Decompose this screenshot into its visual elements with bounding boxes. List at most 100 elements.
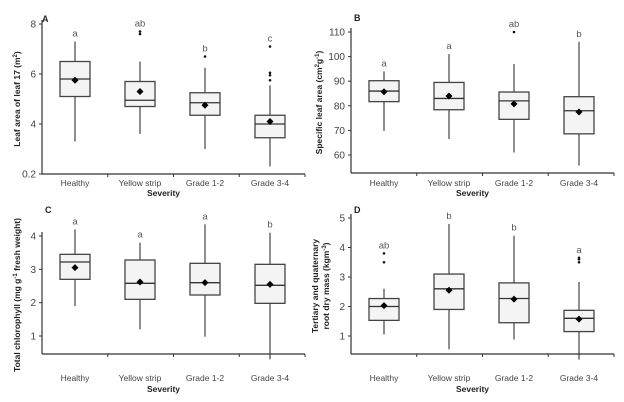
significance-letter: ab bbox=[135, 19, 146, 30]
significance-letter: a bbox=[446, 41, 452, 52]
mean-marker bbox=[136, 88, 144, 95]
iqr-box bbox=[124, 80, 156, 108]
box-group-healthy: a bbox=[59, 29, 91, 142]
x-tick-label: Grade 3-4 bbox=[251, 373, 290, 383]
y-tick-label: 4 bbox=[30, 120, 36, 131]
x-tick-label: Yellow strip bbox=[119, 373, 162, 383]
x-tick-label: Grade 1-2 bbox=[495, 373, 534, 383]
box-group-yellow-strip: a bbox=[124, 230, 156, 330]
x-tick-label: Healthy bbox=[370, 373, 400, 383]
outlier-point bbox=[512, 30, 516, 34]
y-tick-label: 3 bbox=[339, 273, 345, 284]
outlier-point bbox=[203, 55, 207, 58]
box-group-healthy: a bbox=[59, 216, 91, 306]
iqr-box bbox=[498, 282, 530, 324]
mean-marker bbox=[380, 88, 388, 96]
y-tick-label: 90 bbox=[334, 77, 346, 88]
box-group-grade-1-2: ab bbox=[498, 19, 530, 153]
x-axis-label: Severity bbox=[456, 188, 489, 198]
x-axis-label: Severity bbox=[456, 384, 489, 394]
x-tick-label: Grade 3-4 bbox=[560, 373, 599, 383]
panel-c: 1 2 3 4 Healthy Yellow strip Grade 1-2 Grade 3-… bbox=[12, 205, 306, 394]
significance-letter: b bbox=[511, 223, 516, 234]
y-tick-label: 60 bbox=[334, 151, 346, 162]
significance-letter: b bbox=[576, 29, 581, 40]
mean-marker bbox=[445, 92, 453, 100]
significance-letter: b bbox=[267, 220, 272, 231]
outlier-point bbox=[382, 252, 386, 255]
x-tick-label: Yellow strip bbox=[119, 178, 162, 188]
y-tick-label: 1 bbox=[339, 332, 345, 343]
x-tick-label: Grade 3-4 bbox=[560, 178, 599, 188]
y-tick-label: 110 bbox=[329, 28, 345, 39]
box-group-grade-1-2: a bbox=[189, 211, 221, 337]
mean-marker bbox=[380, 302, 388, 310]
x-tick-label: Healthy bbox=[61, 178, 91, 188]
outlier-point bbox=[268, 73, 272, 77]
box-group-healthy: a bbox=[368, 58, 400, 131]
y-tick-label: 2 bbox=[339, 302, 345, 313]
y-axis-label: Specific leaf area (cm2g-1) bbox=[314, 51, 324, 155]
y-tick-label: 1 bbox=[30, 332, 36, 343]
box-group-grade-3-4: b bbox=[254, 220, 286, 360]
y-axis-label: Leaf area of leaf 17 (m2) bbox=[12, 51, 22, 147]
x-axis-label: Severity bbox=[147, 188, 180, 198]
box-group-healthy: ab bbox=[368, 240, 400, 335]
x-tick-label: Yellow strip bbox=[428, 373, 471, 383]
significance-letter: a bbox=[72, 216, 78, 227]
y-axis-label: Tertiary and quaternary bbox=[310, 239, 320, 334]
x-tick-label: Healthy bbox=[61, 373, 91, 383]
y-tick-label: 0.2 bbox=[22, 170, 36, 181]
mean-marker bbox=[510, 100, 518, 108]
significance-letter: ab bbox=[509, 19, 520, 30]
outlier-point bbox=[268, 45, 272, 48]
outlier-point bbox=[577, 256, 581, 260]
significance-letter: b bbox=[202, 44, 207, 55]
x-tick-label: Grade 1-2 bbox=[186, 178, 225, 188]
box-group-grade-1-2: b bbox=[189, 44, 221, 149]
y-tick-label: 8 bbox=[30, 20, 36, 31]
outlier-point bbox=[138, 32, 142, 36]
y-tick-label: 3 bbox=[30, 265, 36, 276]
mean-marker bbox=[71, 264, 79, 272]
mean-marker bbox=[201, 101, 209, 109]
y-tick-label: 4 bbox=[30, 232, 36, 243]
significance-letter: a bbox=[381, 58, 387, 69]
mean-marker bbox=[575, 315, 583, 323]
x-tick-label: Grade 1-2 bbox=[495, 178, 534, 188]
x-axis-label: Severity bbox=[147, 384, 180, 394]
mean-marker bbox=[201, 279, 209, 287]
outlier-point bbox=[268, 78, 272, 82]
mean-marker bbox=[136, 278, 144, 286]
panel-letter: A bbox=[42, 14, 49, 24]
box-group-yellow-strip: b bbox=[433, 211, 465, 350]
y-axis-label: Total chlorophyll (mg g-1 fresh weight) bbox=[12, 218, 22, 372]
panel-letter: B bbox=[354, 13, 361, 23]
mean-marker bbox=[445, 286, 453, 294]
iqr-box bbox=[368, 297, 400, 322]
mean-marker bbox=[71, 76, 79, 84]
y-tick-label: 70 bbox=[334, 126, 346, 137]
significance-letter: a bbox=[576, 245, 582, 256]
mean-marker bbox=[575, 108, 583, 116]
significance-letter: b bbox=[446, 211, 451, 222]
y-tick-label: 80 bbox=[334, 101, 346, 112]
y-axis-label-line2: root dry mass (kgm-3) bbox=[321, 242, 331, 329]
x-tick-label: Grade 3-4 bbox=[251, 178, 290, 188]
y-tick-label: 2 bbox=[30, 298, 36, 309]
panel-letter: D bbox=[354, 205, 361, 215]
x-tick-label: Grade 1-2 bbox=[186, 373, 225, 383]
significance-letter: ab bbox=[379, 240, 390, 251]
box-group-grade-3-4: a bbox=[563, 245, 595, 360]
box-group-yellow-strip: ab bbox=[124, 19, 156, 134]
significance-letter: a bbox=[137, 230, 143, 241]
iqr-box bbox=[254, 114, 286, 139]
outlier-point bbox=[268, 71, 272, 75]
outlier-point bbox=[138, 30, 142, 33]
significance-letter: a bbox=[72, 29, 78, 40]
y-tick-label: 4 bbox=[339, 243, 345, 254]
significance-letter: c bbox=[268, 34, 273, 45]
panel-a: 0.2 4 6 8 Healthy Yellow strip Grade 1-2 Grade … bbox=[12, 14, 306, 198]
box-group-yellow-strip: a bbox=[433, 41, 465, 140]
